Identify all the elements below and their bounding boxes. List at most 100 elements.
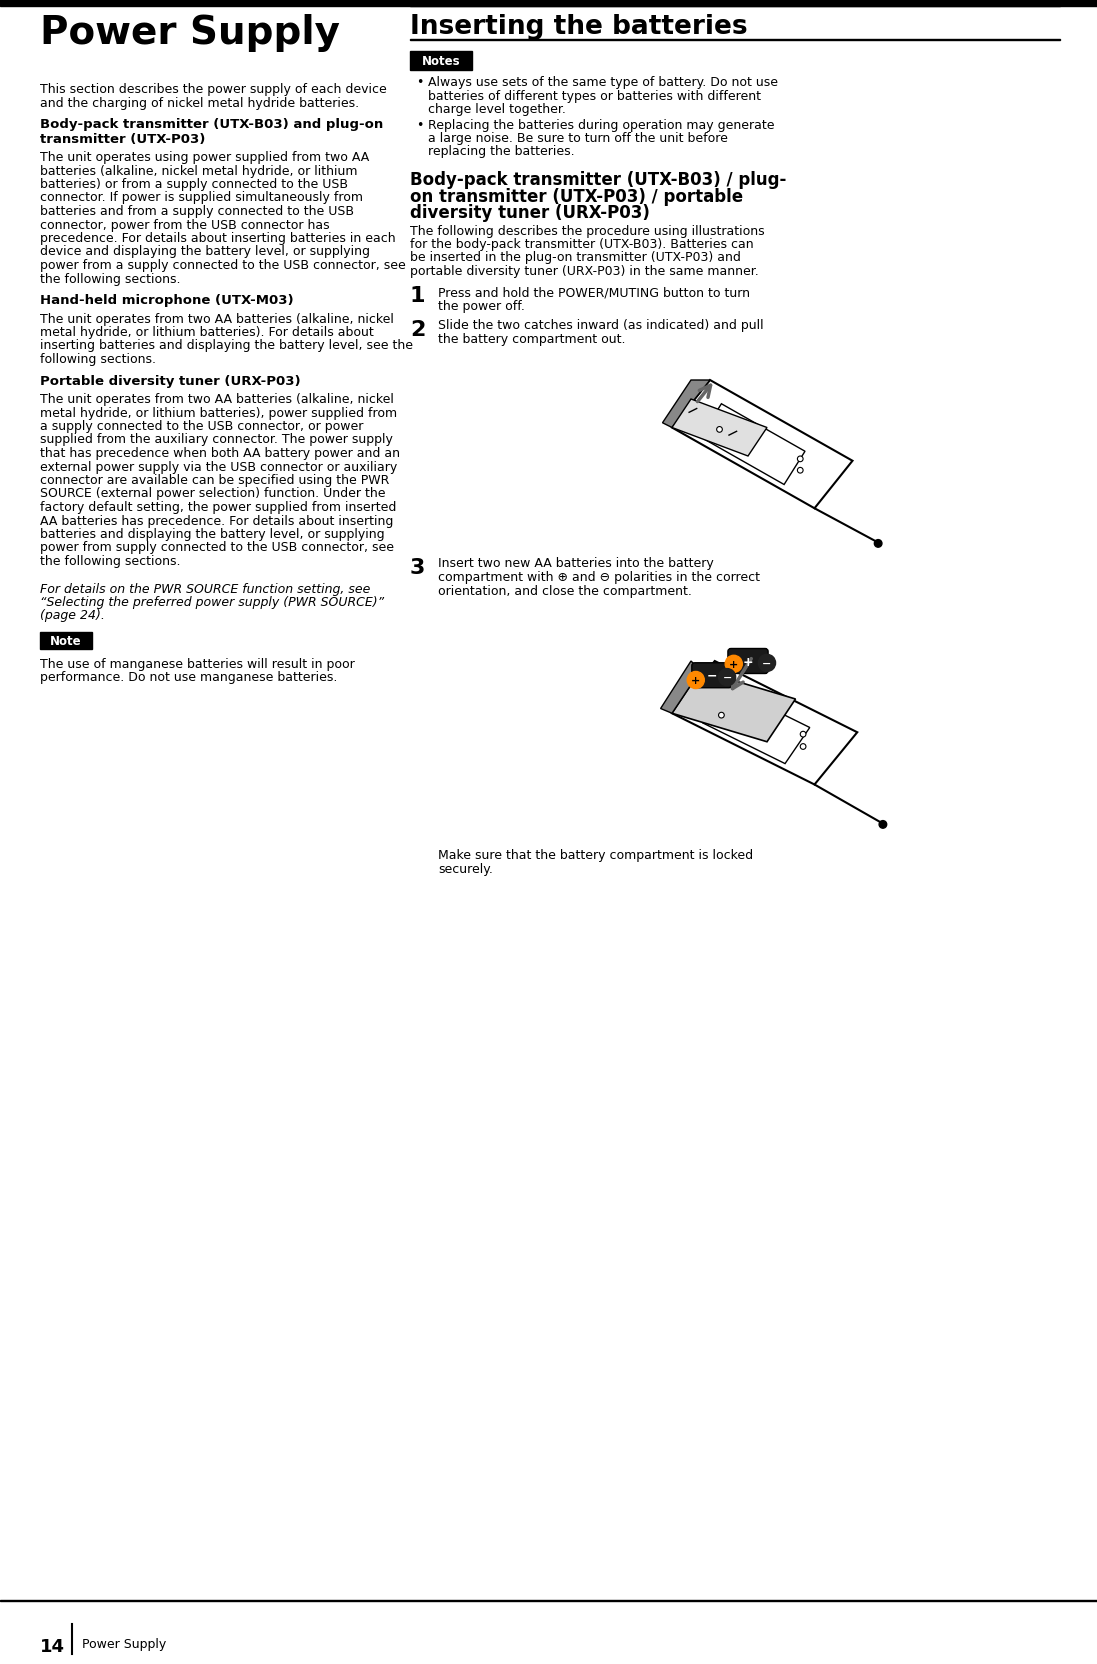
Text: replacing the batteries.: replacing the batteries.	[428, 145, 575, 158]
Text: the following sections.: the following sections.	[39, 554, 181, 567]
Polygon shape	[672, 399, 767, 456]
Text: The following describes the procedure using illustrations: The following describes the procedure us…	[410, 225, 765, 238]
Text: Note: Note	[50, 634, 82, 647]
Circle shape	[798, 468, 803, 474]
Text: +: +	[743, 656, 754, 669]
Text: the power off.: the power off.	[438, 300, 524, 313]
Text: factory default setting, the power supplied from inserted: factory default setting, the power suppl…	[39, 501, 396, 514]
Circle shape	[879, 820, 886, 829]
FancyBboxPatch shape	[728, 649, 768, 674]
Text: This section describes the power supply of each device: This section describes the power supply …	[39, 83, 387, 97]
Text: supplied from the auxiliary connector. The power supply: supplied from the auxiliary connector. T…	[39, 433, 393, 446]
Text: securely.: securely.	[438, 862, 493, 875]
Text: Insert two new AA batteries into the battery: Insert two new AA batteries into the bat…	[438, 557, 714, 571]
Bar	[410, 0, 1060, 7]
Text: Replacing the batteries during operation may generate: Replacing the batteries during operation…	[428, 118, 774, 131]
Polygon shape	[660, 662, 701, 714]
Circle shape	[798, 456, 803, 463]
Text: The unit operates from two AA batteries (alkaline, nickel: The unit operates from two AA batteries …	[39, 313, 394, 324]
Text: precedence. For details about inserting batteries in each: precedence. For details about inserting …	[39, 231, 396, 245]
Text: Notes: Notes	[421, 55, 461, 68]
Text: Hand-held microphone (UTX-M03): Hand-held microphone (UTX-M03)	[39, 295, 294, 306]
Bar	[0, 0, 1097, 7]
Text: Power Supply: Power Supply	[82, 1637, 167, 1651]
Text: batteries and displaying the battery level, or supplying: batteries and displaying the battery lev…	[39, 527, 385, 541]
Text: +: +	[730, 659, 738, 669]
Text: −: −	[723, 672, 732, 682]
Text: a supply connected to the USB connector, or power: a supply connected to the USB connector,…	[39, 419, 363, 433]
Text: on transmitter (UTX-P03) / portable: on transmitter (UTX-P03) / portable	[410, 188, 743, 205]
Text: external power supply via the USB connector or auxiliary: external power supply via the USB connec…	[39, 461, 397, 473]
Text: −: −	[706, 669, 717, 682]
Text: batteries) or from a supply connected to the USB: batteries) or from a supply connected to…	[39, 178, 348, 191]
Polygon shape	[672, 671, 795, 742]
Polygon shape	[663, 381, 710, 428]
Text: performance. Do not use manganese batteries.: performance. Do not use manganese batter…	[39, 671, 338, 684]
Text: batteries and from a supply connected to the USB: batteries and from a supply connected to…	[39, 205, 354, 218]
FancyBboxPatch shape	[692, 664, 732, 689]
Circle shape	[800, 744, 806, 750]
Polygon shape	[702, 687, 810, 764]
Text: Inserting the batteries: Inserting the batteries	[410, 13, 748, 40]
Text: −: −	[762, 659, 771, 669]
Text: transmitter (UTX-P03): transmitter (UTX-P03)	[39, 133, 205, 145]
Text: Power Supply: Power Supply	[39, 13, 340, 52]
Text: 1: 1	[410, 286, 426, 306]
Text: 14: 14	[39, 1637, 65, 1656]
Text: •: •	[416, 118, 423, 131]
Text: For details on the PWR SOURCE function setting, see: For details on the PWR SOURCE function s…	[39, 582, 371, 596]
Text: metal hydride, or lithium batteries), power supplied from: metal hydride, or lithium batteries), po…	[39, 406, 397, 419]
Text: and the charging of nickel metal hydride batteries.: and the charging of nickel metal hydride…	[39, 97, 359, 110]
Text: +: +	[691, 676, 700, 686]
Text: 3: 3	[410, 557, 426, 577]
Text: The use of manganese batteries will result in poor: The use of manganese batteries will resu…	[39, 657, 354, 671]
Circle shape	[719, 669, 736, 686]
Text: the following sections.: the following sections.	[39, 273, 181, 285]
Text: inserting batteries and displaying the battery level, see the: inserting batteries and displaying the b…	[39, 339, 412, 353]
Polygon shape	[672, 662, 857, 785]
Text: Portable diversity tuner (URX-P03): Portable diversity tuner (URX-P03)	[39, 374, 301, 388]
Text: Body-pack transmitter (UTX-B03) and plug-on: Body-pack transmitter (UTX-B03) and plug…	[39, 118, 383, 131]
Text: Press and hold the POWER/MUTING button to turn: Press and hold the POWER/MUTING button t…	[438, 286, 750, 300]
Circle shape	[725, 656, 743, 672]
Text: AA batteries has precedence. For details about inserting: AA batteries has precedence. For details…	[39, 514, 394, 527]
Text: (page 24).: (page 24).	[39, 609, 105, 622]
Circle shape	[758, 656, 776, 672]
Circle shape	[719, 712, 724, 719]
Text: connector are available can be specified using the PWR: connector are available can be specified…	[39, 474, 389, 486]
Text: that has precedence when both AA battery power and an: that has precedence when both AA battery…	[39, 446, 400, 459]
Text: compartment with ⊕ and ⊖ polarities in the correct: compartment with ⊕ and ⊖ polarities in t…	[438, 571, 760, 584]
Text: Make sure that the battery compartment is locked: Make sure that the battery compartment i…	[438, 849, 754, 862]
Text: SOURCE (external power selection) function. Under the: SOURCE (external power selection) functi…	[39, 488, 385, 501]
Text: the battery compartment out.: the battery compartment out.	[438, 333, 625, 346]
Text: for the body-pack transmitter (UTX-B03). Batteries can: for the body-pack transmitter (UTX-B03).…	[410, 238, 754, 251]
Text: device and displaying the battery level, or supplying: device and displaying the battery level,…	[39, 245, 370, 258]
Text: following sections.: following sections.	[39, 353, 156, 366]
Text: The unit operates using power supplied from two AA: The unit operates using power supplied f…	[39, 151, 370, 163]
Text: power from a supply connected to the USB connector, see: power from a supply connected to the USB…	[39, 260, 406, 271]
Text: power from supply connected to the USB connector, see: power from supply connected to the USB c…	[39, 541, 394, 554]
Text: batteries of different types or batteries with different: batteries of different types or batterie…	[428, 90, 761, 103]
Text: batteries (alkaline, nickel metal hydride, or lithium: batteries (alkaline, nickel metal hydrid…	[39, 165, 358, 178]
Bar	[39, 632, 92, 649]
Circle shape	[716, 428, 722, 433]
Text: 2: 2	[410, 319, 426, 339]
Circle shape	[687, 672, 704, 689]
Text: connector. If power is supplied simultaneously from: connector. If power is supplied simultan…	[39, 191, 363, 205]
Text: Always use sets of the same type of battery. Do not use: Always use sets of the same type of batt…	[428, 77, 778, 88]
Polygon shape	[701, 404, 805, 486]
Text: metal hydride, or lithium batteries). For details about: metal hydride, or lithium batteries). Fo…	[39, 326, 374, 339]
Text: •: •	[416, 77, 423, 88]
Text: portable diversity tuner (URX-P03) in the same manner.: portable diversity tuner (URX-P03) in th…	[410, 265, 759, 278]
Polygon shape	[672, 381, 852, 509]
Text: diversity tuner (URX-P03): diversity tuner (URX-P03)	[410, 205, 649, 221]
Text: The unit operates from two AA batteries (alkaline, nickel: The unit operates from two AA batteries …	[39, 393, 394, 406]
Text: “Selecting the preferred power supply (PWR SOURCE)”: “Selecting the preferred power supply (P…	[39, 596, 384, 609]
Text: be inserted in the plug-on transmitter (UTX-P03) and: be inserted in the plug-on transmitter (…	[410, 251, 740, 265]
Text: charge level together.: charge level together.	[428, 103, 566, 116]
Text: a large noise. Be sure to turn off the unit before: a large noise. Be sure to turn off the u…	[428, 131, 728, 145]
Text: Slide the two catches inward (as indicated) and pull: Slide the two catches inward (as indicat…	[438, 319, 764, 333]
Circle shape	[800, 732, 806, 737]
Text: orientation, and close the compartment.: orientation, and close the compartment.	[438, 584, 692, 597]
Text: connector, power from the USB connector has: connector, power from the USB connector …	[39, 218, 329, 231]
